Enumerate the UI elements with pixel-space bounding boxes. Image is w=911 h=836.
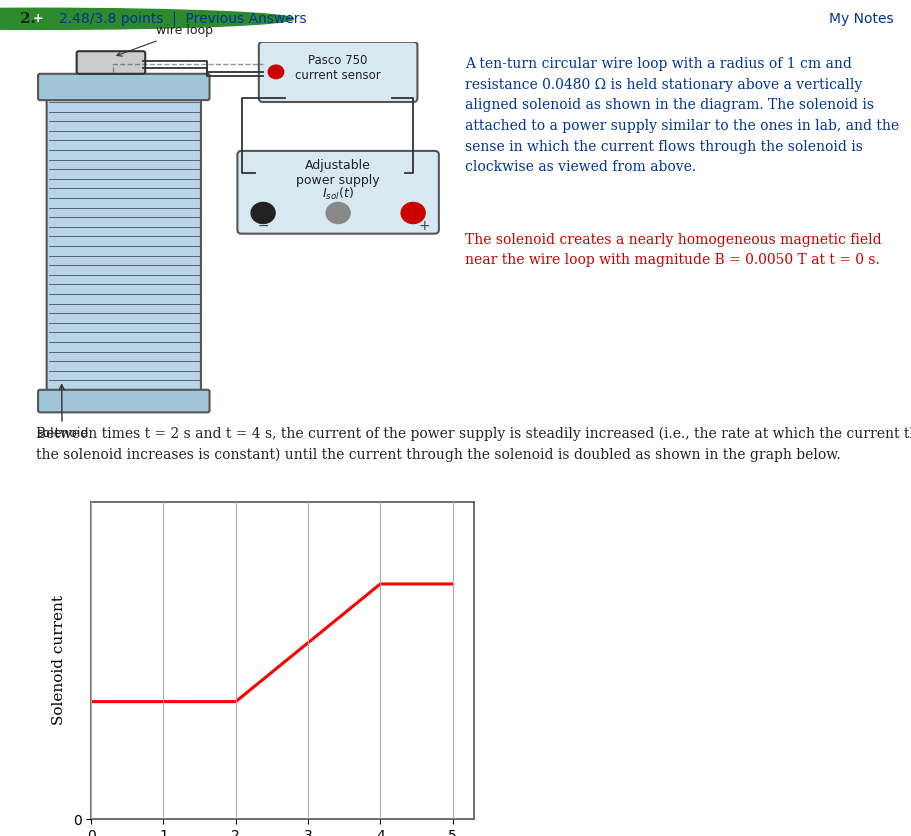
Text: 2.: 2. [20, 12, 36, 26]
Text: current sensor: current sensor [295, 69, 381, 82]
Text: The solenoid creates a nearly homogeneous magnetic field
near the wire loop with: The solenoid creates a nearly homogeneou… [465, 232, 881, 268]
FancyBboxPatch shape [46, 78, 200, 401]
Text: +: + [33, 13, 44, 25]
FancyBboxPatch shape [259, 42, 417, 102]
Text: My Notes: My Notes [828, 12, 893, 26]
Text: power supply: power supply [296, 175, 380, 187]
FancyBboxPatch shape [237, 151, 438, 234]
Text: solenoid: solenoid [36, 385, 88, 440]
FancyBboxPatch shape [38, 74, 210, 100]
Text: −: − [257, 219, 269, 233]
Text: A ten-turn circular wire loop with a radius of 1 cm and
resistance 0.0480 Ω is h: A ten-turn circular wire loop with a rad… [465, 57, 898, 174]
Circle shape [401, 202, 425, 223]
Text: $I_{sol}(t)$: $I_{sol}(t)$ [322, 186, 353, 202]
Circle shape [326, 202, 350, 223]
Text: Pasco 750: Pasco 750 [308, 54, 367, 67]
Y-axis label: Solenoid current: Solenoid current [52, 595, 66, 726]
Circle shape [268, 65, 283, 79]
Text: Between times t = 2 s and t = 4 s, the current of the power supply is steadily i: Between times t = 2 s and t = 4 s, the c… [36, 426, 911, 462]
FancyBboxPatch shape [77, 51, 145, 74]
Circle shape [251, 202, 275, 223]
Text: Adjustable: Adjustable [305, 160, 371, 172]
FancyBboxPatch shape [38, 390, 210, 412]
Text: +: + [417, 219, 429, 233]
Text: 2.48/3.8 points  |  Previous Answers: 2.48/3.8 points | Previous Answers [59, 12, 307, 26]
Text: wire loop: wire loop [117, 24, 213, 56]
Circle shape [0, 8, 293, 29]
